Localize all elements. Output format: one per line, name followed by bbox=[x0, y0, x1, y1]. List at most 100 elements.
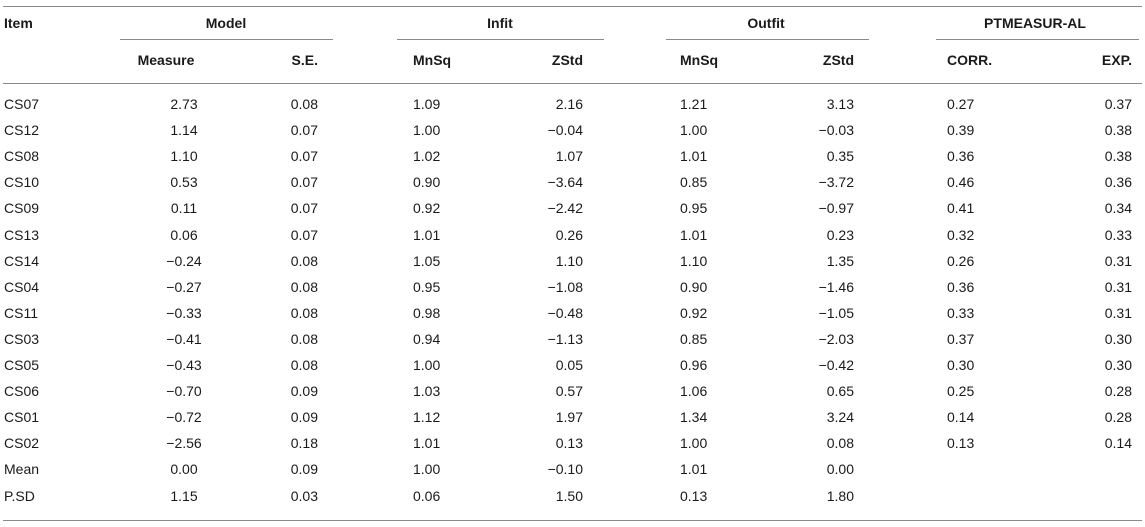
group-header-ptmeasur: PTMEASUR-AL bbox=[984, 15, 1086, 31]
row-item-label: CS06 bbox=[4, 383, 40, 399]
cell-corr: 0.36 bbox=[947, 279, 975, 295]
row-item-label: CS09 bbox=[4, 200, 40, 216]
cell-infit-zstd: 1.10 bbox=[555, 253, 583, 269]
cell-infit-mnsq: 0.95 bbox=[413, 279, 441, 295]
group-rule-outfit bbox=[666, 39, 869, 40]
cell-infit-zstd: −1.08 bbox=[547, 279, 583, 295]
cell-se: 0.09 bbox=[290, 461, 318, 477]
cell-corr: 0.41 bbox=[947, 200, 975, 216]
cell-se: 0.18 bbox=[290, 435, 318, 451]
cell-infit-mnsq: 1.05 bbox=[413, 253, 441, 269]
cell-outfit-zstd: 0.00 bbox=[826, 461, 854, 477]
cell-outfit-zstd: 0.35 bbox=[826, 148, 854, 164]
cell-measure: −0.43 bbox=[166, 357, 202, 373]
row-item-label: CS04 bbox=[4, 279, 40, 295]
row-item-label: CS05 bbox=[4, 357, 40, 373]
cell-infit-zstd: 0.13 bbox=[555, 435, 583, 451]
cell-outfit-zstd: 1.80 bbox=[826, 488, 854, 504]
cell-corr: 0.46 bbox=[947, 174, 975, 190]
cell-infit-zstd: 0.26 bbox=[555, 227, 583, 243]
cell-exp: 0.30 bbox=[1104, 357, 1132, 373]
cell-outfit-mnsq: 1.01 bbox=[680, 148, 708, 164]
cell-outfit-mnsq: 1.00 bbox=[680, 435, 708, 451]
cell-corr: 0.13 bbox=[947, 435, 975, 451]
row-item-label: CS03 bbox=[4, 331, 40, 347]
group-rule-model bbox=[120, 39, 333, 40]
cell-infit-mnsq: 0.98 bbox=[413, 305, 441, 321]
cell-outfit-zstd: 3.13 bbox=[826, 96, 854, 112]
cell-se: 0.08 bbox=[290, 279, 318, 295]
cell-infit-zstd: 0.57 bbox=[555, 383, 583, 399]
cell-infit-mnsq: 1.03 bbox=[413, 383, 441, 399]
cell-se: 0.07 bbox=[290, 227, 318, 243]
top-rule bbox=[3, 6, 1142, 7]
cell-corr: 0.30 bbox=[947, 357, 975, 373]
cell-outfit-mnsq: 1.01 bbox=[680, 461, 708, 477]
cell-infit-mnsq: 0.06 bbox=[413, 488, 441, 504]
cell-outfit-zstd: −1.46 bbox=[818, 279, 854, 295]
cell-exp: 0.38 bbox=[1104, 122, 1132, 138]
cell-se: 0.08 bbox=[290, 305, 318, 321]
cell-se: 0.07 bbox=[290, 200, 318, 216]
bottom-rule bbox=[3, 520, 1142, 521]
cell-se: 0.07 bbox=[290, 174, 318, 190]
cell-outfit-mnsq: 0.85 bbox=[680, 331, 708, 347]
cell-infit-zstd: −0.10 bbox=[547, 461, 583, 477]
cell-outfit-zstd: 0.08 bbox=[826, 435, 854, 451]
cell-outfit-mnsq: 1.21 bbox=[680, 96, 708, 112]
cell-infit-zstd: 0.05 bbox=[555, 357, 583, 373]
group-header-model: Model bbox=[205, 15, 247, 31]
cell-outfit-mnsq: 0.95 bbox=[680, 200, 708, 216]
group-rule-infit bbox=[397, 39, 604, 40]
row-item-label: CS10 bbox=[4, 174, 40, 190]
cell-exp: 0.31 bbox=[1104, 279, 1132, 295]
cell-outfit-mnsq: 1.01 bbox=[680, 227, 708, 243]
cell-measure: 0.00 bbox=[170, 461, 198, 477]
cell-corr: 0.32 bbox=[947, 227, 975, 243]
row-item-label: CS01 bbox=[4, 409, 40, 425]
cell-corr: 0.37 bbox=[947, 331, 975, 347]
cell-measure: −0.24 bbox=[166, 253, 202, 269]
cell-measure: 1.10 bbox=[170, 148, 198, 164]
cell-outfit-zstd: 3.24 bbox=[826, 409, 854, 425]
cell-measure: 1.14 bbox=[170, 122, 198, 138]
row-item-label: CS14 bbox=[4, 253, 40, 269]
cell-measure: 1.15 bbox=[170, 488, 198, 504]
cell-exp: 0.31 bbox=[1104, 253, 1132, 269]
cell-se: 0.08 bbox=[290, 357, 318, 373]
cell-measure: 2.73 bbox=[170, 96, 198, 112]
cell-exp: 0.28 bbox=[1104, 383, 1132, 399]
cell-outfit-mnsq: 1.10 bbox=[680, 253, 708, 269]
cell-infit-mnsq: 0.94 bbox=[413, 331, 441, 347]
cell-outfit-zstd: 0.23 bbox=[826, 227, 854, 243]
cell-outfit-zstd: −0.97 bbox=[818, 200, 854, 216]
cell-infit-mnsq: 1.01 bbox=[413, 435, 441, 451]
column-header-exp: EXP. bbox=[1101, 52, 1132, 68]
row-item-label: CS02 bbox=[4, 435, 40, 451]
cell-se: 0.07 bbox=[290, 148, 318, 164]
cell-infit-mnsq: 1.00 bbox=[413, 461, 441, 477]
header-bottom-rule bbox=[3, 83, 1142, 84]
cell-outfit-zstd: −1.05 bbox=[818, 305, 854, 321]
cell-infit-zstd: −0.48 bbox=[547, 305, 583, 321]
cell-se: 0.08 bbox=[290, 253, 318, 269]
column-header-outfit-mnsq: MnSq bbox=[680, 52, 719, 68]
cell-exp: 0.14 bbox=[1104, 435, 1132, 451]
cell-corr: 0.26 bbox=[947, 253, 975, 269]
cell-corr: 0.14 bbox=[947, 409, 975, 425]
cell-infit-zstd: −2.42 bbox=[547, 200, 583, 216]
cell-outfit-mnsq: 1.34 bbox=[680, 409, 708, 425]
cell-infit-mnsq: 1.00 bbox=[413, 122, 441, 138]
cell-infit-mnsq: 1.02 bbox=[413, 148, 441, 164]
column-header-measure: Measure bbox=[137, 52, 195, 68]
cell-measure: −0.72 bbox=[166, 409, 202, 425]
row-item-label: CS12 bbox=[4, 122, 40, 138]
row-item-label: CS13 bbox=[4, 227, 40, 243]
cell-outfit-mnsq: 0.90 bbox=[680, 279, 708, 295]
column-header-corr: CORR. bbox=[947, 52, 993, 68]
cell-corr: 0.36 bbox=[947, 148, 975, 164]
cell-outfit-mnsq: 1.00 bbox=[680, 122, 708, 138]
cell-infit-mnsq: 1.09 bbox=[413, 96, 441, 112]
cell-se: 0.08 bbox=[290, 96, 318, 112]
